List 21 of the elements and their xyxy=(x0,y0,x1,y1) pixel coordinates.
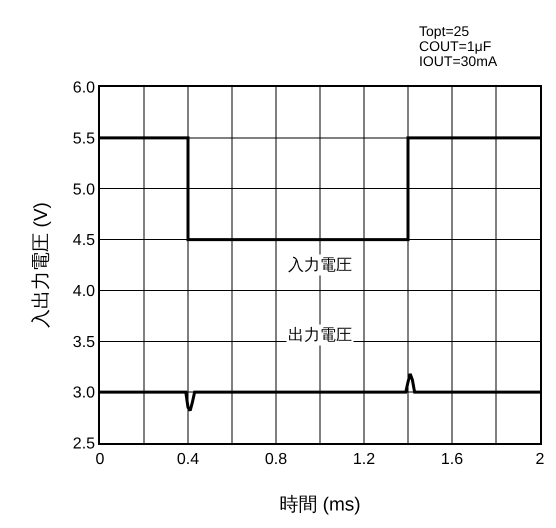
x-tick-label: 2 xyxy=(536,450,545,468)
y-tick-label: 5.5 xyxy=(72,130,96,148)
x-tick-label: 0 xyxy=(96,450,105,468)
y-tick-label: 5.0 xyxy=(72,181,96,198)
y-tick-label: 2.5 xyxy=(72,436,96,453)
x-tick-label: 0.8 xyxy=(264,450,288,468)
text: Topt=25 xyxy=(419,23,470,39)
text: COUT=1μF xyxy=(419,38,492,54)
x-tick-label: 1.6 xyxy=(440,450,464,468)
y-axis-title: 入出力電圧 (V) xyxy=(31,202,52,328)
x-axis-title: 時間 (ms) xyxy=(279,494,361,516)
y-tick-label: 3.5 xyxy=(72,334,96,351)
y-tick-label: 6.0 xyxy=(72,80,96,97)
y-tick-label: 3.0 xyxy=(72,384,96,402)
x-tick-label: 0.4 xyxy=(176,450,200,468)
annotation: 出力電圧 xyxy=(288,326,352,344)
x-tick-label: 1.2 xyxy=(352,450,376,468)
text: IOUT=30mA xyxy=(419,53,498,69)
annotation: 入力電圧 xyxy=(288,256,352,274)
y-tick-label: 4.5 xyxy=(72,232,96,250)
y-tick-label: 4.0 xyxy=(72,283,96,300)
